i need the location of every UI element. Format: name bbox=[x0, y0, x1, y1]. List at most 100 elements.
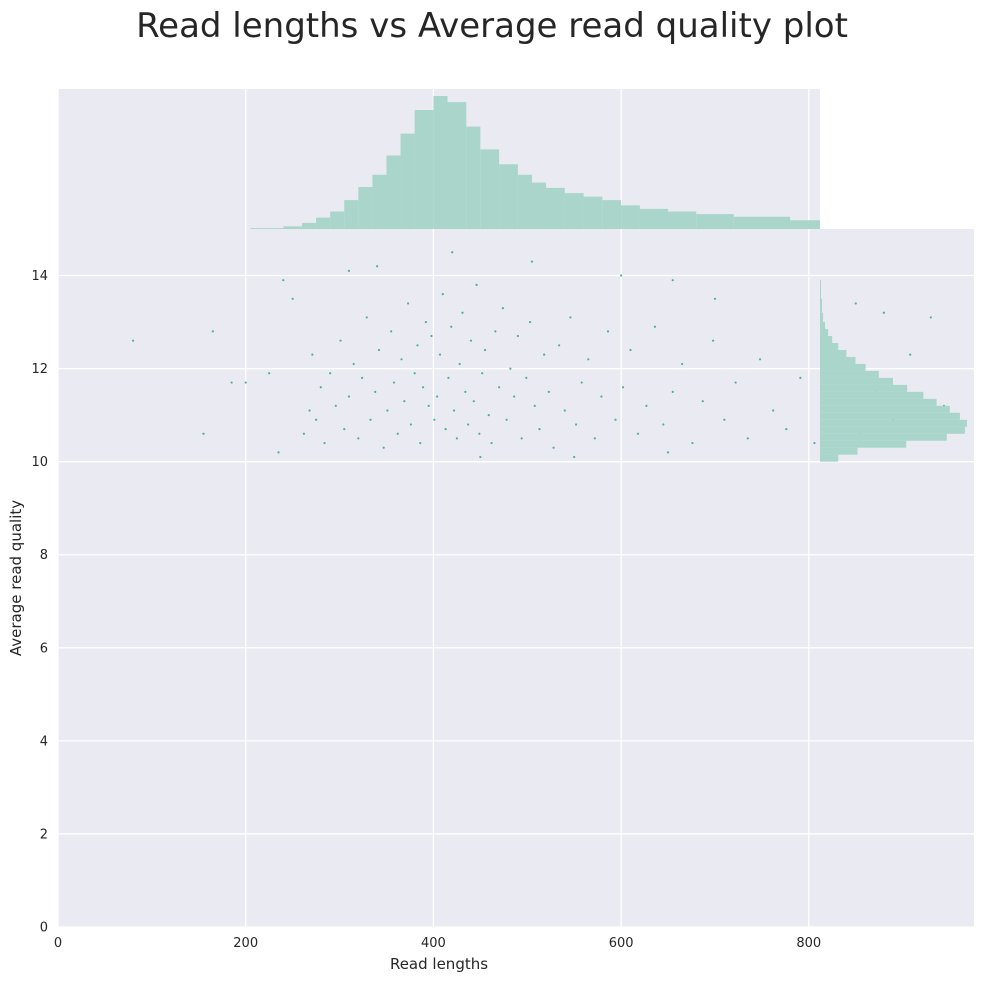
scatter-point bbox=[723, 418, 726, 421]
x-histogram-bar bbox=[639, 208, 669, 229]
scatter-point bbox=[525, 376, 528, 380]
scatter-point bbox=[746, 437, 749, 440]
y-histogram-bar bbox=[820, 419, 967, 427]
scatter-point bbox=[334, 404, 337, 407]
scatter-point bbox=[785, 427, 788, 431]
scatter-point bbox=[382, 446, 385, 449]
y-histogram-bar bbox=[820, 322, 826, 330]
scatter-point bbox=[244, 381, 247, 384]
scatter-point bbox=[614, 418, 617, 421]
y-axis-ticks: 0 2 4 6 8 10 12 14 bbox=[31, 269, 48, 935]
scatter-point bbox=[552, 446, 555, 449]
x-histogram-bar bbox=[546, 187, 565, 229]
scatter-point bbox=[600, 395, 603, 398]
scatter-point bbox=[606, 330, 610, 333]
scatter-point bbox=[653, 325, 657, 328]
scatter-point bbox=[481, 372, 484, 375]
scatter-point bbox=[390, 330, 393, 333]
scatter-point bbox=[430, 334, 433, 338]
scatter-point bbox=[799, 376, 802, 380]
y-histogram-bar bbox=[820, 280, 822, 299]
y-histogram-bar bbox=[820, 454, 839, 462]
scatter-point bbox=[483, 348, 487, 352]
scatter-point bbox=[421, 386, 425, 389]
scatter-point bbox=[538, 427, 541, 431]
x-axis-label: Read lengths bbox=[390, 955, 488, 973]
y-histogram-bar bbox=[820, 363, 866, 371]
x-histogram-bar bbox=[302, 222, 317, 229]
y-histogram-bar bbox=[820, 384, 908, 392]
scatter-point bbox=[469, 339, 473, 342]
y-tick-label: 2 bbox=[40, 827, 48, 842]
x-tick-label: 600 bbox=[609, 936, 634, 951]
scatter-point bbox=[528, 320, 532, 324]
x-histogram-bar bbox=[602, 200, 622, 229]
scatter-point bbox=[505, 418, 508, 421]
scatter-point bbox=[386, 409, 389, 412]
y-histogram-bar bbox=[820, 370, 879, 378]
y-tick-label: 4 bbox=[40, 734, 48, 749]
y-histogram-bar bbox=[820, 329, 829, 337]
scatter-point bbox=[427, 404, 430, 407]
x-histogram-bar bbox=[790, 220, 820, 229]
scatter-point bbox=[494, 330, 497, 333]
scatter-point bbox=[419, 441, 422, 445]
scatter-point bbox=[854, 302, 857, 305]
scatter-point bbox=[666, 451, 670, 454]
x-histogram-bar bbox=[696, 214, 734, 229]
scatter-point bbox=[282, 279, 285, 282]
scatter-point bbox=[580, 381, 583, 384]
y-histogram-bar bbox=[820, 426, 965, 434]
scatter-point bbox=[467, 423, 470, 426]
scatter-point bbox=[520, 437, 523, 440]
scatter-point bbox=[377, 348, 381, 352]
y-histogram-bar bbox=[820, 391, 924, 399]
scatter-point bbox=[909, 353, 912, 356]
x-histogram-bar bbox=[283, 226, 303, 229]
scatter-point bbox=[691, 441, 694, 445]
x-histogram-bar bbox=[480, 149, 500, 229]
x-histogram-bar bbox=[564, 193, 584, 229]
scatter-point bbox=[433, 418, 436, 421]
x-histogram-bar bbox=[372, 174, 387, 229]
scatter-point bbox=[396, 432, 399, 435]
scatter-point bbox=[403, 400, 406, 403]
scatter-point bbox=[813, 441, 816, 445]
x-histogram-bar bbox=[466, 126, 481, 229]
scatter-point bbox=[413, 372, 416, 375]
x-histogram-bar bbox=[668, 211, 697, 229]
x-tick-label: 800 bbox=[796, 936, 821, 951]
chart-title: Read lengths vs Average read quality plo… bbox=[136, 6, 848, 46]
scatter-point bbox=[400, 358, 403, 361]
y-histogram-bar bbox=[820, 440, 907, 448]
scatter-point bbox=[461, 311, 464, 314]
scatter-point bbox=[441, 293, 444, 296]
scatter-point bbox=[319, 386, 322, 389]
scatter-point bbox=[329, 372, 332, 375]
scatter-point bbox=[444, 427, 447, 431]
y-tick-label: 8 bbox=[40, 548, 48, 563]
y-tick-label: 0 bbox=[40, 921, 48, 936]
scatter-point bbox=[543, 353, 546, 356]
scatter-point bbox=[772, 409, 775, 412]
y-histogram-bar bbox=[820, 412, 960, 420]
scatter-point bbox=[593, 437, 596, 440]
x-histogram-bar bbox=[531, 182, 547, 229]
scatter-point bbox=[734, 381, 737, 384]
y-tick-label: 12 bbox=[31, 362, 48, 377]
x-histogram-bar bbox=[414, 110, 434, 229]
x-marginal-histogram bbox=[250, 96, 820, 229]
scatter-point bbox=[374, 390, 377, 393]
scatter-point bbox=[501, 307, 504, 310]
scatter-point bbox=[558, 344, 561, 347]
scatter-point bbox=[574, 423, 578, 426]
x-histogram-bar bbox=[400, 133, 415, 229]
scatter-point bbox=[447, 376, 450, 380]
scatter-points bbox=[131, 251, 962, 459]
scatter-point bbox=[629, 348, 632, 352]
scatter-point bbox=[451, 251, 454, 254]
scatter-point bbox=[671, 279, 674, 282]
scatter-point bbox=[573, 455, 576, 459]
main-plot-panel bbox=[58, 229, 974, 927]
